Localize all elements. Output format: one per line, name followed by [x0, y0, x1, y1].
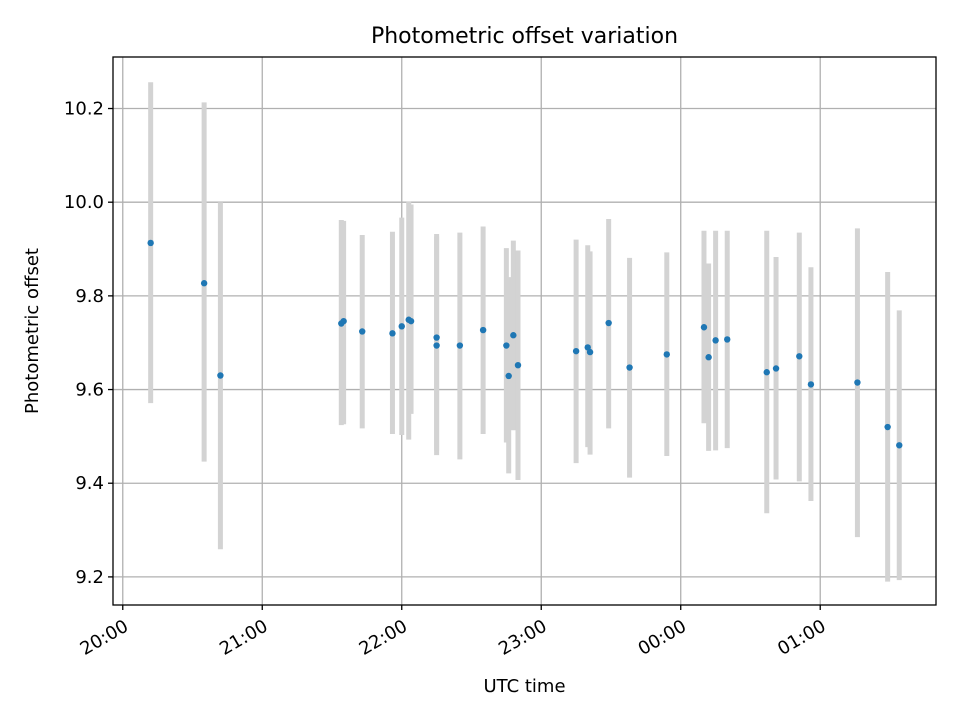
data-point — [433, 342, 440, 349]
data-point — [503, 342, 510, 349]
x-axis-label: UTC time — [483, 676, 565, 697]
data-point — [663, 351, 670, 358]
data-point — [572, 347, 580, 355]
data-point — [359, 328, 366, 335]
data-point — [712, 337, 719, 344]
data-point — [200, 280, 208, 287]
data-point — [433, 334, 440, 341]
data-point — [407, 317, 415, 325]
data-point — [514, 361, 522, 369]
data-point — [479, 326, 487, 334]
data-point — [724, 336, 731, 343]
data-point — [147, 239, 154, 247]
y-tick-label: 9.4 — [75, 473, 104, 494]
y-tick-label: 9.8 — [75, 286, 104, 307]
plot-frame — [112, 56, 937, 606]
data-point — [700, 324, 708, 331]
chart-title: Photometric offset variation — [371, 24, 678, 49]
grid — [113, 57, 936, 605]
data-point — [772, 365, 780, 372]
data-point — [854, 379, 861, 386]
data-point — [796, 353, 803, 360]
y-tick-label: 9.2 — [75, 567, 104, 588]
y-tick-label: 10.2 — [64, 99, 104, 120]
data-point — [896, 442, 903, 449]
data-point — [510, 332, 517, 339]
data-point — [340, 317, 347, 325]
data-point — [398, 323, 405, 330]
data-point — [389, 330, 396, 337]
data-point — [626, 364, 633, 371]
data-points — [147, 239, 903, 449]
data-point — [807, 381, 815, 388]
data-point — [705, 354, 712, 361]
data-point — [763, 369, 770, 376]
data-point — [217, 372, 224, 379]
y-tick-label: 10.0 — [64, 192, 104, 213]
y-axis-label: Photometric offset — [22, 248, 43, 414]
y-tick-label: 9.6 — [75, 380, 104, 401]
data-point — [884, 423, 891, 431]
data-point — [456, 342, 464, 349]
data-point — [586, 348, 594, 356]
data-point — [605, 319, 612, 327]
data-point — [505, 372, 512, 380]
